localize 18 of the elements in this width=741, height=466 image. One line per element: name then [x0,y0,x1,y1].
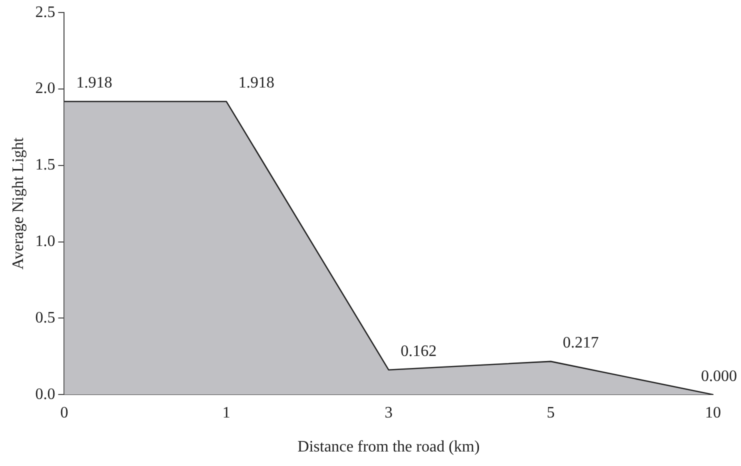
y-tick-label: 1.0 [35,233,56,250]
data-label: 0.217 [562,334,599,352]
data-label: 1.918 [76,74,112,92]
y-tick-label: 1.5 [35,156,56,174]
data-label: 0.162 [400,343,437,360]
x-tick-label: 1 [222,404,230,422]
x-tick-label: 5 [546,404,555,422]
y-tick-label: 0.0 [35,386,56,403]
y-tick-label: 0.5 [35,309,56,326]
x-tick-label: 0 [60,404,68,422]
data-label: 0.000 [701,368,737,385]
y-tick-label: 2.5 [35,4,56,21]
x-axis-title: Distance from the road (km) [298,438,480,456]
x-tick-label: 3 [384,404,393,422]
data-label: 1.918 [238,74,274,92]
x-tick-label: 10 [705,404,721,422]
y-tick-label: 2.0 [35,80,56,98]
y-axis-title: Average Night Light [10,136,27,270]
